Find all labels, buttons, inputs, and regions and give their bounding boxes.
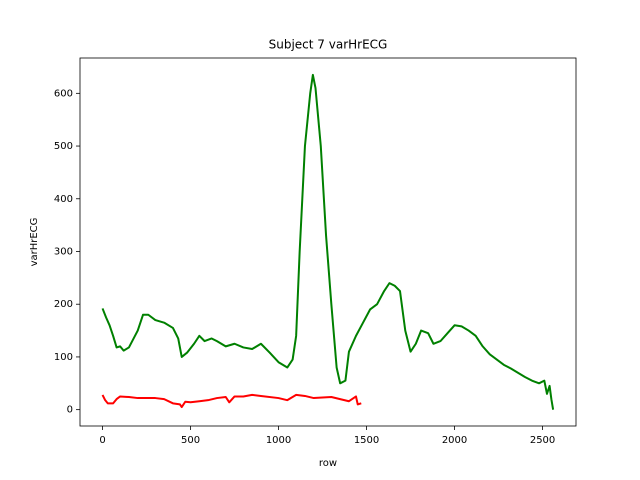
x-tick-label: 2000	[442, 435, 467, 446]
x-tick-label: 500	[181, 435, 200, 446]
data-line	[101, 393, 362, 409]
y-tick-label: 600	[54, 88, 73, 99]
x-tick-label: 2500	[530, 435, 555, 446]
x-axis-label: row	[319, 458, 337, 469]
y-tick-label: 0	[67, 405, 73, 416]
chart-title: Subject 7 varHrECG	[269, 38, 388, 52]
y-tick-label: 300	[54, 246, 73, 257]
x-tick-label: 1500	[354, 435, 379, 446]
y-tick-label: 500	[54, 141, 73, 152]
axes-frame	[79, 57, 577, 427]
x-tick-label: 0	[99, 435, 105, 446]
y-tick-label: 100	[54, 352, 73, 363]
x-tick-label: 1000	[266, 435, 291, 446]
y-axis-label: varHrECG	[29, 218, 40, 267]
y-tick-label: 400	[54, 194, 73, 205]
y-tick-label: 200	[54, 299, 73, 310]
data-line	[101, 73, 555, 410]
